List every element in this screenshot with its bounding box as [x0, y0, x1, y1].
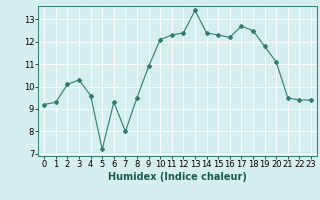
X-axis label: Humidex (Indice chaleur): Humidex (Indice chaleur) [108, 172, 247, 182]
